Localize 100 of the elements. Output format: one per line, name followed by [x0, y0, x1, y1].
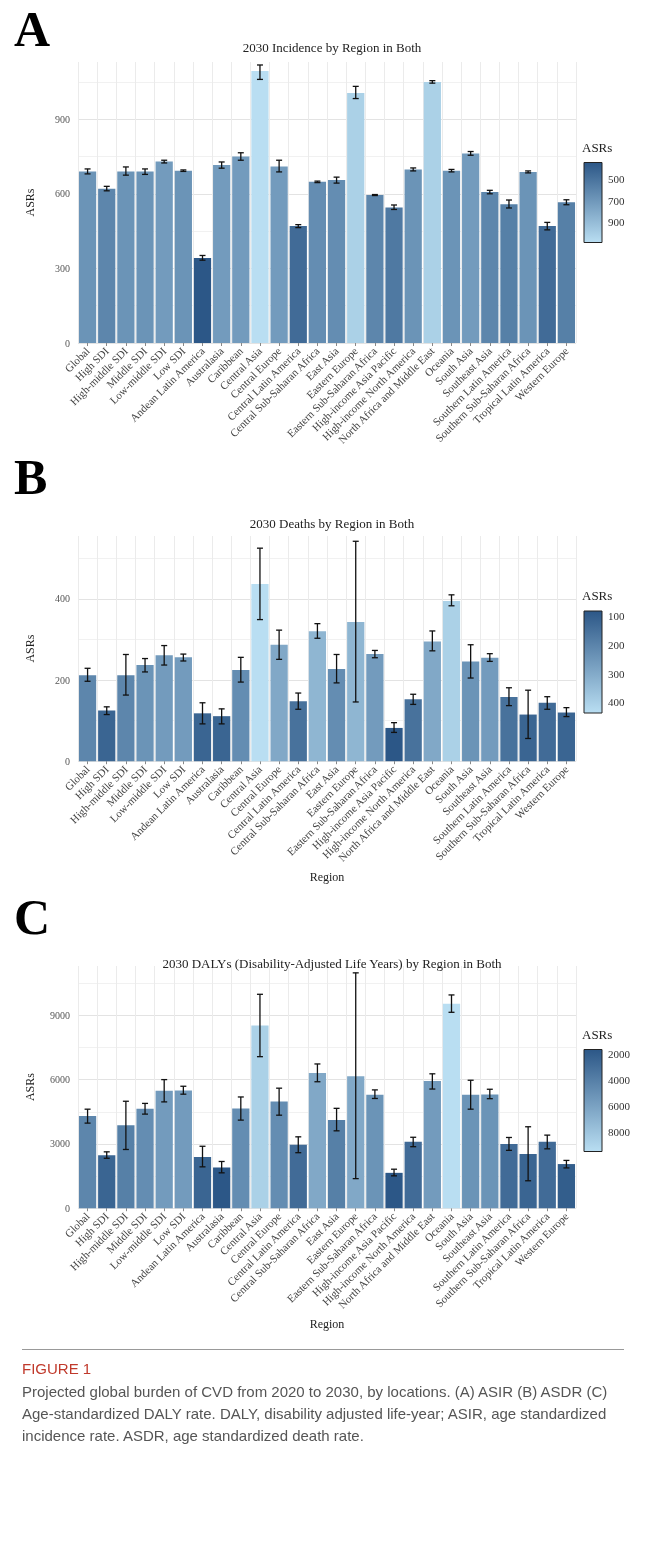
bar: [423, 1081, 441, 1209]
bar: [442, 1003, 461, 1209]
y-tick-label: 400: [55, 593, 70, 605]
bar: [270, 166, 288, 343]
bar: [308, 1072, 327, 1209]
text: A: [14, 0, 51, 58]
y-tick-label: 0: [65, 755, 70, 767]
bar: [155, 655, 173, 762]
bar: [289, 226, 307, 343]
legend-title: ASRs: [582, 139, 613, 155]
bar: [538, 226, 556, 343]
bar: [347, 93, 365, 343]
bar: [538, 702, 556, 762]
bar: [98, 188, 116, 343]
bar: [193, 257, 212, 343]
bar: [481, 192, 499, 343]
bar: [270, 1101, 288, 1209]
bar: [423, 81, 441, 343]
bar: [174, 170, 192, 343]
color-bar-label: 100: [608, 610, 625, 623]
bar: [98, 710, 116, 762]
color-bar-label: 700: [608, 194, 625, 207]
bar: [78, 675, 97, 762]
color-bar-label: 900: [608, 215, 625, 228]
color-bar-label: 2000: [608, 1048, 631, 1061]
bar: [136, 1108, 154, 1209]
bar: [251, 583, 269, 762]
bar: [174, 1090, 192, 1209]
bar: [327, 180, 346, 343]
bar: [117, 1125, 135, 1209]
bar: [232, 156, 250, 343]
y-axis-title: ASRs: [23, 188, 37, 217]
bar: [366, 195, 384, 343]
x-axis-title: Region: [309, 870, 345, 884]
bar: [442, 600, 461, 762]
color-bar-label: 500: [608, 173, 625, 186]
bar: [462, 153, 480, 343]
color-bar-label: 200: [608, 638, 625, 651]
y-tick-label: 6000: [50, 1074, 70, 1086]
legend-title: ASRs: [582, 588, 613, 603]
bar: [500, 697, 518, 762]
bar: [519, 171, 537, 343]
y-tick-label: 300: [55, 262, 70, 274]
chart-title: 2030 Deaths by Region in Both: [249, 516, 415, 531]
bar: [174, 657, 192, 762]
bar: [519, 714, 537, 762]
y-tick-label: 3000: [50, 1138, 70, 1150]
bar: [213, 1167, 231, 1209]
bar: [193, 1156, 212, 1209]
bar: [442, 170, 461, 343]
chart-title: 2030 Incidence by Region in Both: [242, 40, 422, 55]
bar: [347, 622, 365, 762]
y-tick-label: 0: [65, 337, 70, 349]
y-tick-label: 200: [55, 674, 70, 686]
bar: [327, 669, 346, 762]
color-bar-label: 6000: [608, 1099, 631, 1112]
text: C: [14, 888, 51, 946]
bar: [193, 713, 212, 762]
bar: [289, 1144, 307, 1209]
bar: [423, 641, 441, 762]
bar: [232, 669, 250, 762]
color-bar-label: 8000: [608, 1125, 631, 1138]
bar: [251, 1025, 269, 1209]
bar: [347, 1076, 365, 1209]
x-axis-title: Region: [309, 1317, 345, 1331]
text: Projected global burden of CVD from 2020 to 2030, by locations. (A) ASIR (B) ASDR (C) Age-standardized DALY rate. DALY, disability adjusted life-year; ASIR, age standardized incidence rate. ASDR, age standardized death rate.: [22, 1382, 609, 1446]
bar: [538, 1141, 556, 1209]
bar: [270, 644, 288, 762]
color-bar-label: 300: [608, 667, 625, 680]
bar: [289, 701, 307, 762]
legend-title: ASRs: [582, 1026, 613, 1042]
bar: [155, 1090, 173, 1209]
bar: [78, 171, 97, 343]
bar: [117, 675, 135, 762]
bar: [500, 204, 518, 343]
text: B: [14, 448, 48, 506]
bar: [385, 727, 403, 762]
bar: [404, 1141, 422, 1209]
bar: [78, 1116, 97, 1209]
color-bar-label: 400: [608, 696, 625, 709]
bar: [232, 1108, 250, 1209]
y-tick-label: 9000: [50, 1009, 70, 1021]
chart-title: 2030 DALYs (Disability-Adjusted Life Years) by Region in Both: [162, 956, 503, 971]
y-tick-label: 0: [65, 1202, 70, 1214]
bar: [557, 712, 576, 762]
bar: [327, 1119, 346, 1209]
bar: [366, 1094, 384, 1209]
bar: [155, 161, 173, 343]
y-axis-title: ASRs: [23, 1072, 37, 1102]
bar: [136, 665, 154, 762]
bar: [308, 181, 327, 343]
bar: [213, 164, 231, 343]
bar: [385, 1172, 403, 1209]
bar: [385, 207, 403, 343]
y-tick-label: 900: [55, 113, 70, 125]
y-tick-label: 600: [55, 188, 70, 200]
bar: [462, 661, 480, 762]
bar: [366, 654, 384, 762]
bar: [404, 699, 422, 762]
bar: [308, 631, 327, 762]
